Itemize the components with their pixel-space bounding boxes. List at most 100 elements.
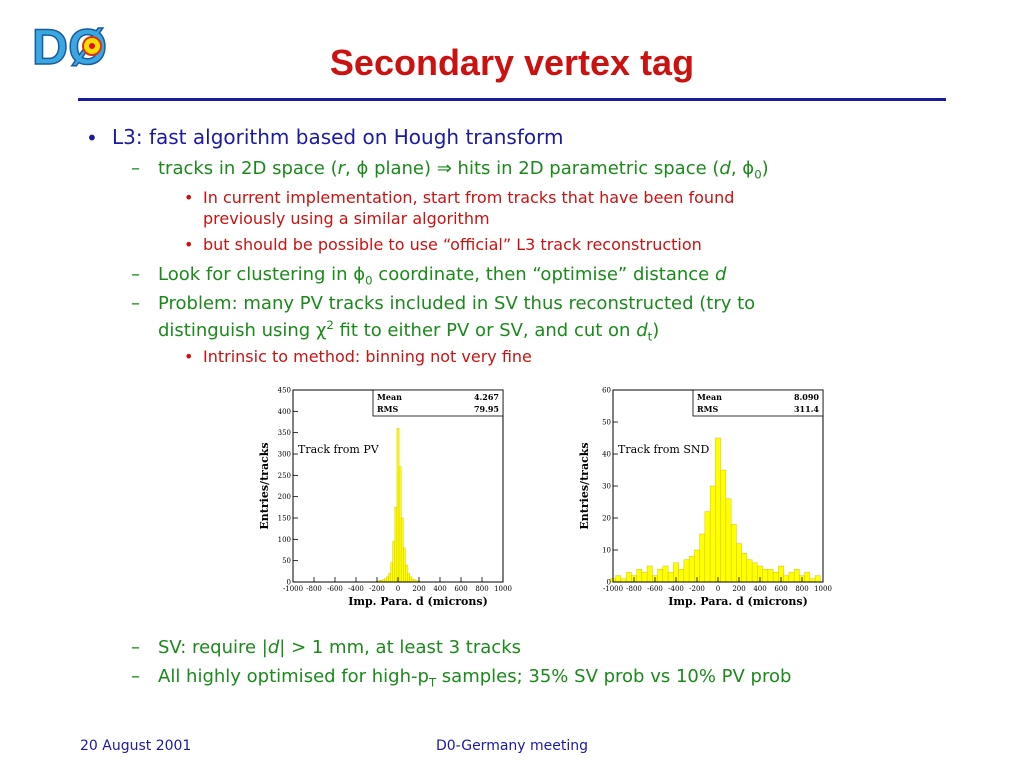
x-tick-label: -600 [647,585,663,593]
dash-marker: – [131,666,140,687]
bullet-sv-require: SV: require |d| > 1 mm, at least 3 track… [158,637,521,658]
y-tick-label: 40 [602,451,611,459]
histogram-bar [709,485,716,583]
x-tick-label: -400 [668,585,684,593]
footer-meeting: D0-Germany meeting [435,738,589,754]
dot-marker: • [184,235,194,254]
stats-box [372,389,504,417]
histogram-bar [793,568,800,583]
histogram-bar [804,572,811,583]
y-tick-label: 20 [602,515,611,523]
histogram-bar [388,573,391,583]
y-tick-label: 300 [278,451,291,459]
histogram-bar [392,541,396,583]
dot-marker: • [184,347,194,366]
y-tick-label: 30 [602,483,611,491]
y-tick-label: 200 [278,493,291,501]
x-tick-label: -1000 [603,585,623,593]
x-tick-label: -200 [369,585,385,593]
histogram-bar [725,498,732,583]
histogram-bar [625,572,632,583]
histogram-bar [646,565,653,583]
y-tick-label: 100 [278,536,291,544]
histogram-bar [636,568,643,583]
histogram-bar [403,547,406,583]
y-tick-label: 50 [602,419,611,427]
histogram-bar [678,568,685,583]
x-tick-label: 0 [396,585,400,593]
x-axis-label: Imp. Para. d (microns) [668,595,808,608]
bullet-problem-line2: distinguish using χ2 fit to either PV or… [158,318,660,344]
y-tick-label: 0 [287,579,291,587]
histogram-bar [762,568,769,583]
histogram-bar [400,517,404,583]
slide-title: Secondary vertex tag [329,42,695,83]
histogram-bar [390,562,393,583]
histogram-bar [405,564,408,583]
histogram-bar [814,575,821,583]
histogram-bar [386,576,389,583]
footer-date: 20 August 2001 [80,738,192,754]
histogram-bar [772,572,779,583]
histogram-bar [407,573,410,583]
histogram-bar [736,543,742,583]
histogram-bar [746,559,753,583]
bullet-marker: • [86,126,98,150]
y-axis-label: Entries/tracks [258,442,271,529]
x-tick-label: -600 [327,585,343,593]
y-tick-label: 50 [282,557,291,565]
x-tick-label: -1000 [283,585,303,593]
histogram-bar [704,511,711,583]
x-tick-label: 400 [433,585,446,593]
y-tick-label: 400 [278,408,291,416]
x-tick-label: 0 [716,585,720,593]
histogram-annotation: Track from PV [298,443,380,456]
histogram-bar [699,533,706,583]
histogram-bar [715,437,721,583]
y-tick-label: 60 [602,387,611,395]
dot-marker: • [184,188,194,207]
d0-logo: DØ [31,18,108,74]
bullet-l3-hough: L3: fast algorithm based on Hough transf… [112,125,564,149]
y-tick-label: 450 [278,387,291,395]
stats-label: RMS [377,404,399,414]
x-tick-label: -800 [306,585,322,593]
x-tick-label: 200 [412,585,425,593]
histogram-bar [788,572,795,583]
x-tick-label: -200 [689,585,705,593]
bullet-highly-optimised: All highly optimised for high-pT samples… [158,666,792,690]
bullet-tracks-2d: tracks in 2D space (r, ϕ plane) ⇒ hits i… [158,158,769,182]
x-tick-label: 800 [795,585,808,593]
x-tick-label: 600 [454,585,467,593]
dash-marker: – [131,158,140,179]
histogram-bar [615,575,622,583]
stats-value: 8.090 [794,392,819,402]
stats-label: Mean [697,392,722,402]
title-underline [78,98,946,101]
histogram-bar [683,559,690,583]
dash-marker: – [131,264,140,285]
histogram-bar [409,576,412,583]
x-tick-label: 200 [732,585,745,593]
stats-value: 79.95 [474,404,499,414]
histogram-bar [751,562,758,583]
stats-value: 4.267 [474,392,499,402]
histogram-snd: 0 10 20 30 40 50 60 -1000 -800 -600 -400 -200 0 200 40… [578,387,832,609]
histogram-bar [783,575,790,583]
bullet-problem-line1: Problem: many PV tracks included in SV t… [158,293,756,314]
bullet-clustering: Look for clustering in ϕ0 coordinate, th… [158,264,727,288]
stats-box [692,389,824,417]
stats-label: Mean [377,392,402,402]
histogram-bar [688,556,695,583]
y-tick-label: 150 [278,515,291,523]
histogram-bar [657,568,664,583]
x-tick-label: 1000 [494,585,512,593]
histogram-bar [741,552,748,583]
histogram-bar [662,565,669,583]
dash-marker: – [131,637,140,658]
bullet-current-impl-line2: previously using a similar algorithm [203,209,490,228]
histogram-bar [394,507,398,583]
x-axis-label: Imp. Para. d (microns) [348,595,488,608]
x-tick-label: -400 [348,585,364,593]
